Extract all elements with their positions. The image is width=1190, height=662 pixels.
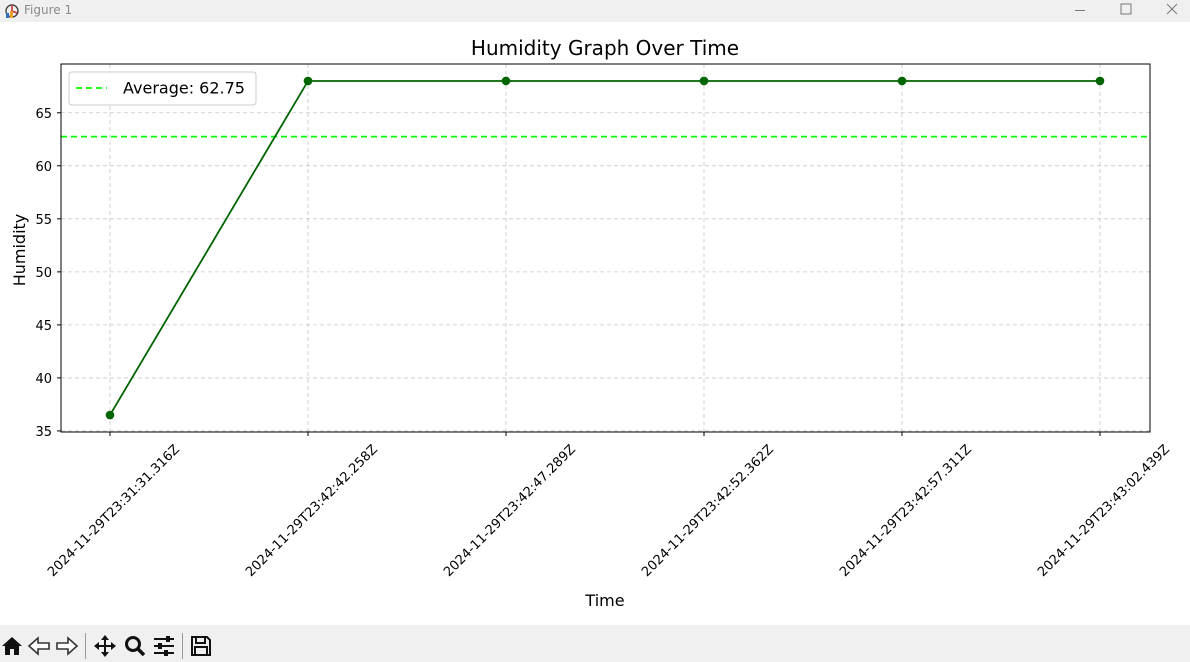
configure-icon[interactable] [152, 634, 176, 658]
window-title: Figure 1 [24, 3, 73, 17]
x-tick-label: 2024-11-29T23:42:52.362Z [639, 442, 777, 580]
back-icon[interactable] [27, 634, 51, 658]
minimize-icon [1075, 10, 1085, 11]
forward-icon[interactable] [55, 634, 79, 658]
home-icon[interactable] [0, 634, 24, 658]
plot-frame [60, 63, 1151, 433]
x-tick-label: 2024-11-29T23:43:02.439Z [1035, 442, 1173, 580]
y-tick-label: 40 [35, 372, 52, 387]
series-line [109, 80, 1100, 416]
x-tick-label: 2024-11-29T23:42:57.311Z [837, 442, 975, 580]
toolbar-separator [182, 633, 183, 659]
x-axis-label: Time [584, 591, 624, 610]
legend: Average: 62.75 [68, 71, 257, 106]
close-icon [1166, 3, 1178, 15]
legend-box [68, 71, 257, 106]
data-point [303, 76, 313, 86]
y-tick-label: 60 [35, 160, 52, 175]
zoom-icon[interactable] [123, 634, 147, 658]
x-axis: 2024-11-29T23:31:31.316Z 2024-11-29T23:42… [45, 432, 1173, 580]
data-point [105, 410, 115, 420]
app-icon [5, 4, 19, 18]
navigation-toolbar [0, 625, 1190, 662]
data-point [501, 76, 511, 86]
x-tick-label: 2024-11-29T23:31:31.316Z [45, 442, 183, 580]
y-tick-label: 45 [35, 319, 52, 334]
y-tick-label: 65 [35, 107, 52, 122]
data-point [897, 76, 907, 86]
series-layer [105, 76, 1105, 420]
data-point [1095, 76, 1105, 86]
close-button[interactable] [1148, 0, 1190, 22]
title-bar: Figure 1 [0, 0, 1190, 22]
pan-icon[interactable] [93, 634, 117, 658]
grid [61, 64, 1150, 432]
data-point [699, 76, 709, 86]
maximize-icon [1120, 3, 1132, 15]
y-axis-label: Humidity [10, 214, 29, 287]
x-tick-label: 2024-11-29T23:42:42.258Z [243, 442, 381, 580]
y-tick-label: 35 [35, 425, 52, 440]
figure-canvas[interactable]: 35 40 45 50 55 60 65 2024-11-29T23:31:31.316Z 2… [0, 22, 1190, 625]
chart-title: Humidity Graph Over Time [471, 36, 739, 60]
save-icon[interactable] [189, 634, 213, 658]
toolbar-separator [85, 633, 86, 659]
y-axis: 35 40 45 50 55 60 65 [35, 107, 61, 440]
y-tick-label: 50 [35, 266, 52, 281]
x-tick-label: 2024-11-29T23:42:47.289Z [441, 442, 579, 580]
legend-label: Average: 62.75 [123, 79, 245, 98]
y-tick-label: 55 [35, 213, 52, 228]
maximize-button[interactable] [1103, 0, 1147, 22]
minimize-button[interactable] [1058, 0, 1102, 22]
